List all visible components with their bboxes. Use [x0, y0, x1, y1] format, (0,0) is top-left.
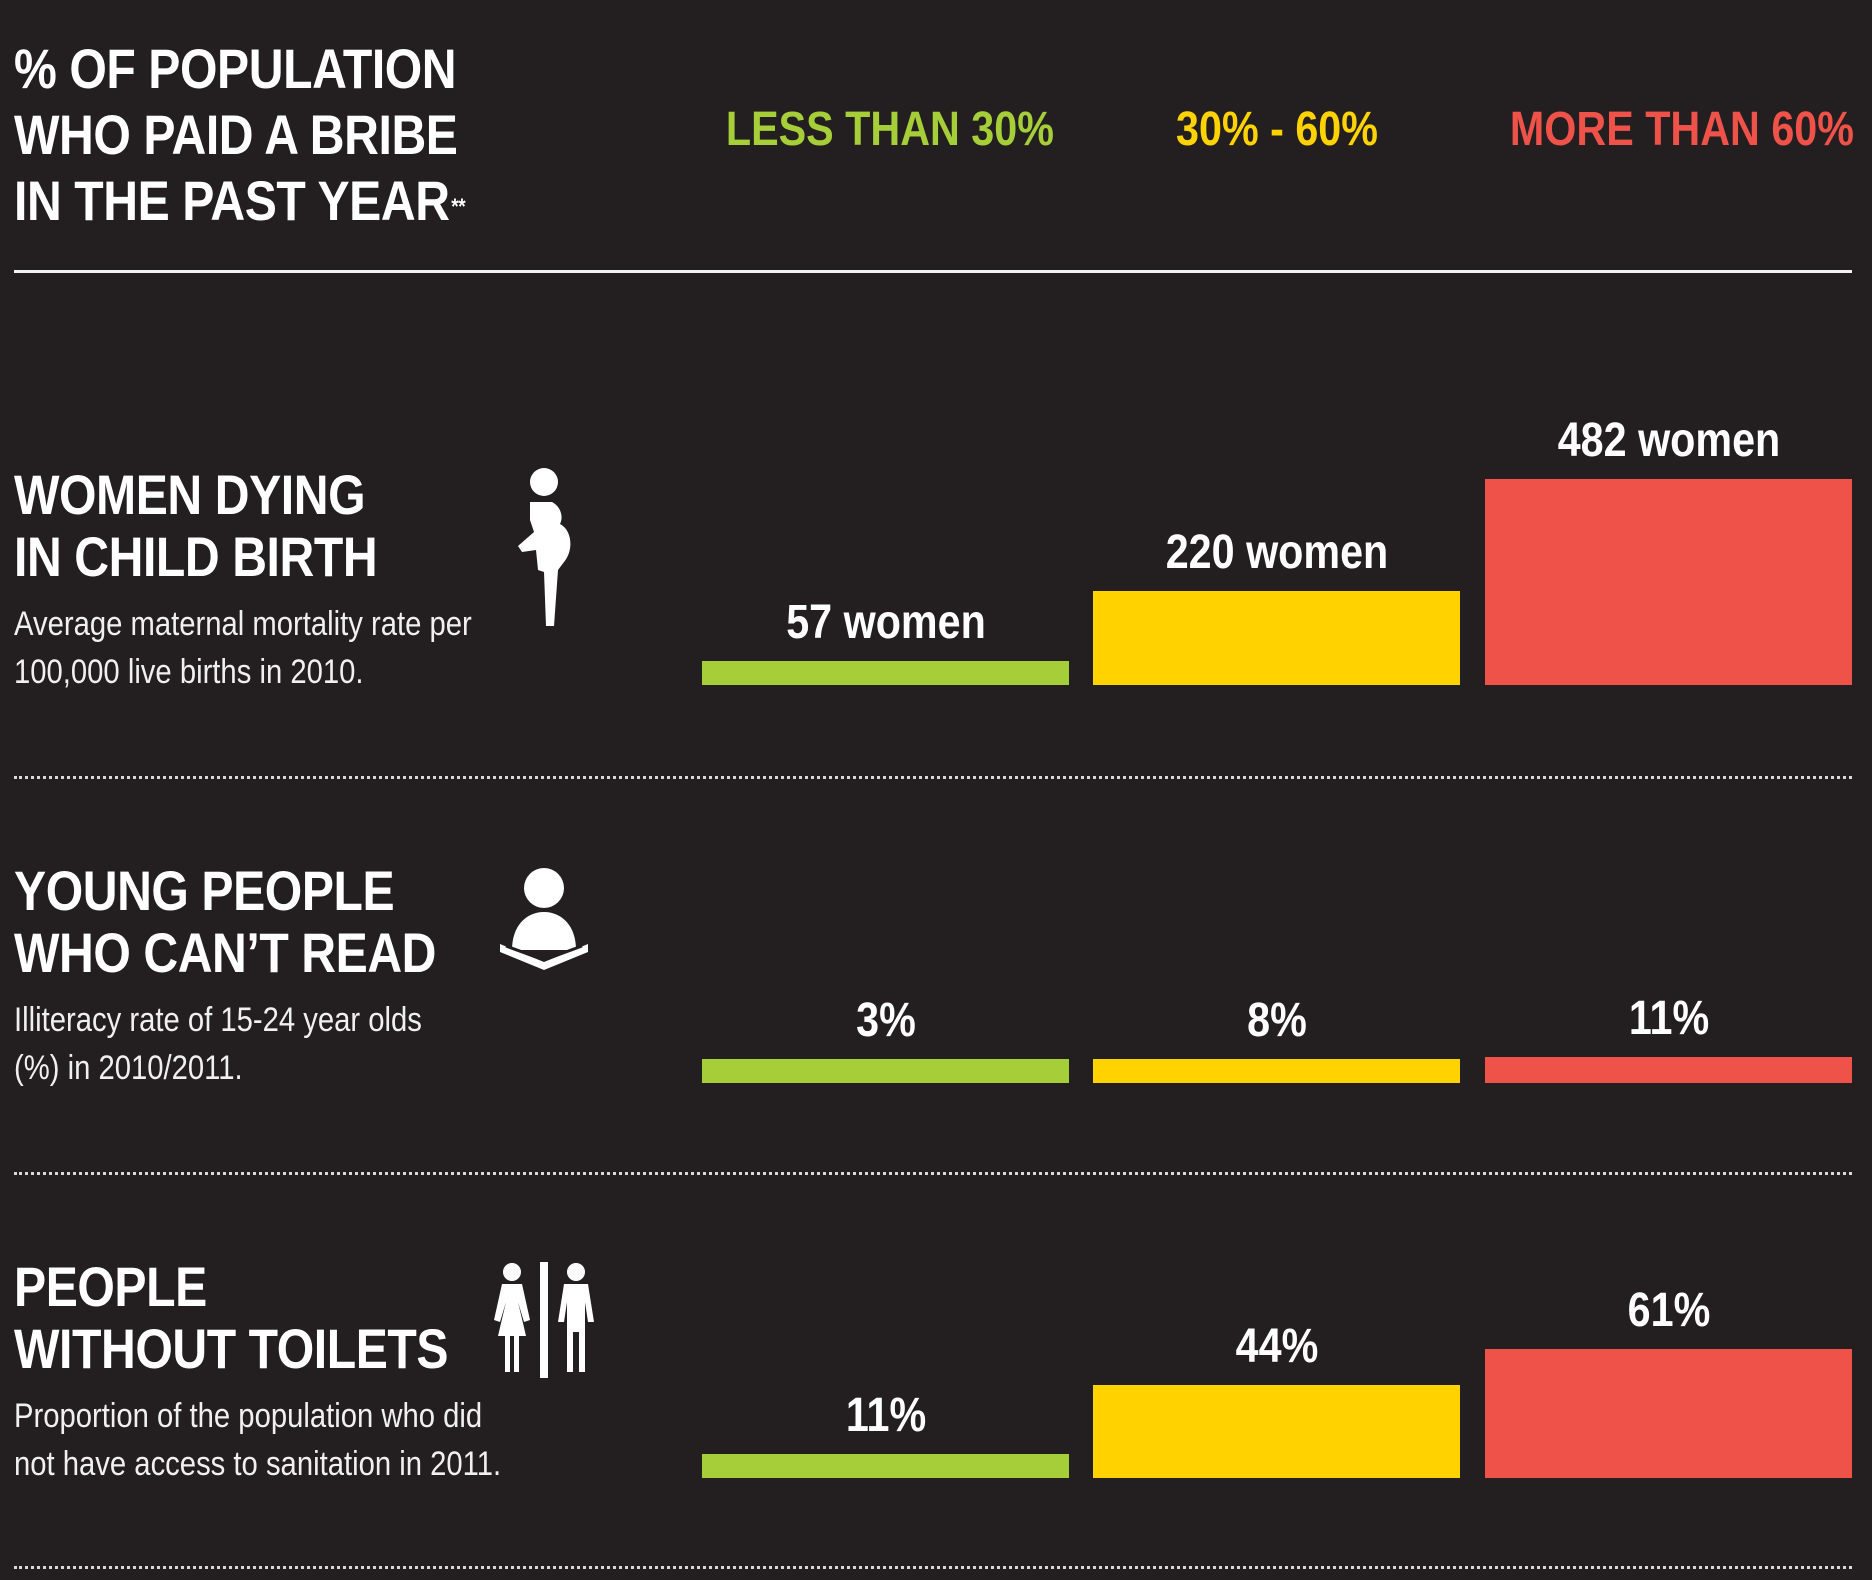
bar-label-row2-col1: 3% [855, 994, 916, 1047]
row-divider-2 [14, 1172, 1852, 1175]
bar-row1-col1 [702, 661, 1069, 685]
bar-row1-col2 [1093, 591, 1460, 685]
row-subtitle-line: (%) in 2010/2011. [14, 1049, 243, 1087]
row-subtitle-sanitation: Proportion of the population who did not… [14, 1392, 501, 1488]
row-subtitle-line: Average maternal mortality rate per [14, 605, 472, 643]
bar-row3-col2 [1093, 1385, 1460, 1478]
footnote-mark: ** [451, 194, 466, 219]
row-title-illiteracy: YOUNG PEOPLE WHO CAN’T READ [14, 860, 436, 984]
pregnant-woman-icon [518, 468, 571, 626]
restroom-icon [494, 1262, 594, 1378]
row-title-maternal-mortality: WOMEN DYING IN CHILD BIRTH [14, 463, 378, 588]
row-title-line: WHO CAN’T READ [14, 921, 437, 984]
row-subtitle-line: Illiteracy rate of 15-24 year olds [14, 1001, 422, 1039]
bar-row2-col1 [702, 1059, 1069, 1083]
chart-title-line-1: % OF POPULATION [14, 37, 457, 100]
row-title-sanitation: PEOPLE WITHOUT TOILETS [14, 1255, 449, 1380]
bar-label-row3-col3: 61% [1627, 1284, 1710, 1337]
row-title-line: PEOPLE [14, 1255, 207, 1318]
bar-row3-col1 [702, 1454, 1069, 1478]
person-reading-icon [500, 868, 588, 970]
bar-label-row3-col1: 11% [845, 1389, 926, 1442]
row-title-line: WITHOUT TOILETS [14, 1317, 449, 1380]
chart-title-line-3-text: IN THE PAST YEAR [14, 169, 450, 232]
bar-label-row2-col2: 8% [1246, 994, 1307, 1047]
header-divider [14, 270, 1852, 273]
legend-more-than-60: MORE THAN 60% [1509, 103, 1854, 156]
bar-label-row1-col2: 220 women [1165, 526, 1388, 579]
legend-less-than-30: LESS THAN 30% [725, 103, 1054, 156]
row-subtitle-line: not have access to sanitation in 2011. [14, 1445, 502, 1483]
row-subtitle-line: Proportion of the population who did [14, 1397, 483, 1435]
legend-30-to-60: 30% - 60% [1176, 103, 1378, 156]
chart-title: % OF POPULATION WHO PAID A BRIBE IN THE … [14, 36, 466, 234]
row-divider-1 [14, 776, 1852, 779]
chart-title-line-2: WHO PAID A BRIBE [14, 103, 458, 166]
row-subtitle-maternal-mortality: Average maternal mortality rate per 100,… [14, 600, 472, 696]
row-subtitle-line: 100,000 live births in 2010. [14, 653, 364, 691]
row-title-line: IN CHILD BIRTH [14, 525, 378, 588]
row-divider-3 [14, 1566, 1852, 1569]
bar-label-row1-col1: 57 women [785, 596, 986, 649]
row-subtitle-illiteracy: Illiteracy rate of 15-24 year olds (%) i… [14, 996, 422, 1092]
bar-row2-col2 [1093, 1059, 1460, 1083]
bar-row3-col3 [1485, 1349, 1852, 1478]
row-title-line: WOMEN DYING [14, 463, 366, 526]
bar-label-row2-col3: 11% [1628, 992, 1709, 1045]
chart-title-line-3: IN THE PAST YEAR** [14, 168, 466, 234]
bar-row1-col3 [1485, 479, 1852, 685]
bar-label-row3-col2: 44% [1235, 1320, 1318, 1373]
bar-label-row1-col3: 482 women [1557, 414, 1780, 467]
bar-row2-col3 [1485, 1057, 1852, 1083]
row-title-line: YOUNG PEOPLE [14, 859, 395, 922]
